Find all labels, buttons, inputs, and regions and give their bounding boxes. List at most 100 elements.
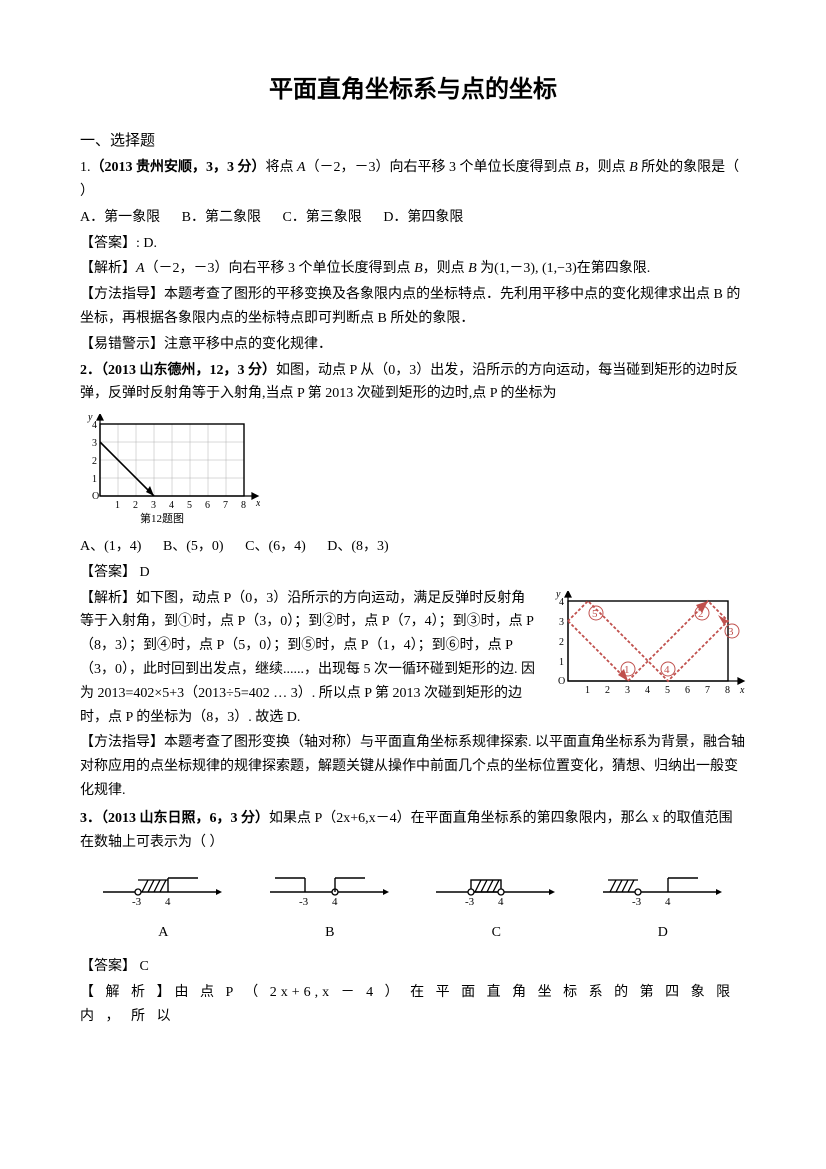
svg-text:4: 4 [665,896,671,908]
q2-method-text: 本题考查了图形变换（轴对称）与平面直角坐标系规律探索. 以平面直角坐标系为背景，… [80,735,745,798]
svg-text:1: 1 [585,685,590,696]
numline-B-label: B [265,921,395,945]
q2-optB: B、(5，0) [163,539,224,554]
numline-A-label: A [98,921,228,945]
svg-text:x: x [255,498,260,509]
svg-text:4: 4 [498,896,504,908]
q1-expl-A: A [136,261,145,276]
svg-text:5: 5 [665,685,670,696]
q1-expl3: 为(1,－3), (1,−3)在第四象限. [477,261,651,276]
q1-expl-B: B [414,261,423,276]
q3-expl-text: 由 点 P （ 2x+6,x － 4 ） 在 平 面 直 角 坐 标 系 的 第… [80,985,734,1024]
answer-label: 【答案】: [80,236,143,251]
svg-text:4: 4 [645,685,650,696]
svg-text:4: 4 [92,420,97,431]
svg-text:3: 3 [559,617,564,628]
q2-optA: A、(1，4) [80,539,141,554]
svg-text:O: O [92,491,99,502]
q3-numberlines: -3 4 A -3 4 B -3 [80,872,746,945]
q2-chart2: 1 2 3 4 5 O y x 1234 12345678 [546,591,746,720]
svg-text:2: 2 [133,500,138,511]
expl-label: 【解析】 [80,261,136,276]
q3-answer-value: C [136,959,149,974]
q1-optB: B．第二象限 [182,210,261,225]
numline-B: -3 4 B [265,872,395,945]
q1-stem: 1.（2013 贵州安顺，3，3 分）将点 A（－2，－3）向右平移 3 个单位… [80,156,746,204]
numline-D: -3 4 D [598,872,728,945]
numline-C-label: C [431,921,561,945]
q1-options: A．第一象限 B．第二象限 C．第三象限 D．第四象限 [80,206,746,230]
q1-pointB: B [575,160,584,175]
q1-optA: A．第一象限 [80,210,160,225]
q1-method-text: 本题考查了图形的平移变换及各象限内点的坐标特点．先利用平移中点的变化规律求出点 … [80,287,740,326]
numline-D-label: D [598,921,728,945]
q1-expl2: ，则点 [423,261,469,276]
expl-label: 【解析】 [80,591,136,606]
method-label: 【方法指导】 [80,287,164,302]
svg-text:4: 4 [559,597,564,608]
q3-stem: 3．（2013 山东日照，6，3 分）如果点 P（2x+6,x－4）在平面直角坐… [80,807,746,855]
svg-text:4: 4 [169,500,174,511]
svg-text:2: 2 [698,608,704,620]
svg-text:x: x [739,685,745,696]
svg-text:4: 4 [332,896,338,908]
q1-optD: D．第四象限 [383,210,463,225]
q2-chart1: O y x 1 2 3 4 12345678 第12题图 [80,414,746,533]
q1-text3: ，则点 [584,160,630,175]
svg-text:-3: -3 [299,896,309,908]
q2-source: （2013 山东德州，12，3 分） [101,363,276,378]
svg-text:2: 2 [559,637,564,648]
svg-text:8: 8 [725,685,730,696]
q1-warn-text: 注意平移中点的变化规律． [164,337,332,352]
svg-text:3: 3 [92,438,97,449]
q2-options: A、(1，4) B、(5，0) C、(6，4) D、(8，3) [80,535,746,559]
q2-answer-value: D [136,565,150,580]
q1-answer-value: D. [143,236,157,251]
svg-text:3: 3 [728,626,734,638]
svg-text:-3: -3 [632,896,642,908]
chart1-caption: 第12题图 [140,511,184,524]
page-title: 平面直角坐标系与点的坐标 [80,70,746,111]
svg-text:1: 1 [559,657,564,668]
svg-text:3: 3 [625,685,630,696]
svg-text:5: 5 [187,500,192,511]
q2-answer: 【答案】 D [80,561,746,585]
q1-text1: 将点 [266,160,298,175]
q1-expl-B2: B [468,261,477,276]
svg-text:1: 1 [624,664,630,676]
numline-A: -3 4 A [98,872,228,945]
svg-text:2: 2 [92,456,97,467]
q1-pointA: A [297,160,306,175]
answer-label: 【答案】 [80,959,136,974]
q1-pointB2: B [629,160,638,175]
method-label: 【方法指导】 [80,735,164,750]
svg-text:6: 6 [205,500,210,511]
svg-text:7: 7 [705,685,710,696]
q1-explanation: 【解析】A（－2，－3）向右平移 3 个单位长度得到点 B，则点 B 为(1,－… [80,257,746,281]
q1-expl1: （－2，－3）向右平移 3 个单位长度得到点 [145,261,415,276]
q3-source: （2013 山东日照，6，3 分） [101,811,269,826]
svg-text:-3: -3 [132,896,142,908]
q2-method: 【方法指导】本题考查了图形变换（轴对称）与平面直角坐标系规律探索. 以平面直角坐… [80,731,746,802]
q1-answer: 【答案】: D. [80,232,746,256]
expl-label: 【 解 析 】 [80,985,175,1000]
q2-optC: C、(6，4) [245,539,306,554]
q2-stem: 2．（2013 山东德州，12，3 分）如图，动点 P 从（0，3）出发，沿所示… [80,359,746,407]
numline-C: -3 4 C [431,872,561,945]
q1-method: 【方法指导】本题考查了图形的平移变换及各象限内点的坐标特点．先利用平移中点的变化… [80,283,746,331]
q3-explanation: 【 解 析 】由 点 P （ 2x+6,x － 4 ） 在 平 面 直 角 坐 … [80,981,746,1029]
svg-text:4: 4 [165,896,171,908]
svg-text:3: 3 [151,500,156,511]
answer-label: 【答案】 [80,565,136,580]
q1-warning: 【易错警示】注意平移中点的变化规律． [80,333,746,357]
svg-text:-3: -3 [465,896,475,908]
svg-text:8: 8 [241,500,246,511]
svg-text:1: 1 [92,474,97,485]
q2-optD: D、(8，3) [327,539,388,554]
section-heading: 一、选择题 [80,129,746,155]
q1-text2: （－2，－3）向右平移 3 个单位长度得到点 [306,160,576,175]
q3-prefix: 3． [80,811,101,826]
svg-text:6: 6 [685,685,690,696]
warn-label: 【易错警示】 [80,337,164,352]
q1-optC: C．第三象限 [282,210,361,225]
